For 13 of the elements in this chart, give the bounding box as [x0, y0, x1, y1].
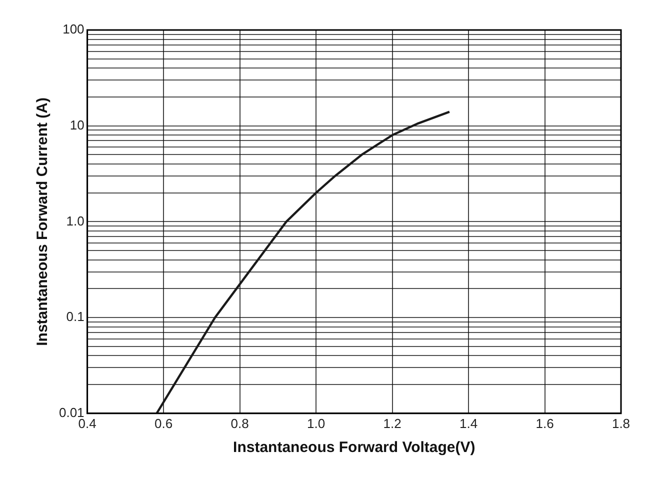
x-tick-label: 1.8 — [612, 416, 630, 431]
y-tick-label: 10 — [70, 117, 84, 132]
x-axis-title: Instantaneous Forward Voltage(V) — [233, 439, 476, 456]
x-tick-label: 1.4 — [459, 416, 478, 431]
y-tick-label: 100 — [62, 22, 84, 37]
y-tick-label: 0.1 — [66, 309, 84, 324]
x-tick-label: 0.8 — [230, 416, 249, 431]
y-axis-title: Instantaneous Forward Current (A) — [34, 98, 52, 346]
x-tick-label: 1.6 — [536, 416, 554, 431]
x-tick-label: 1.0 — [306, 416, 326, 431]
x-tick-label: 1.2 — [383, 416, 402, 431]
x-tick-label: 0.6 — [154, 416, 173, 431]
y-tick-label: 1.0 — [66, 213, 84, 228]
